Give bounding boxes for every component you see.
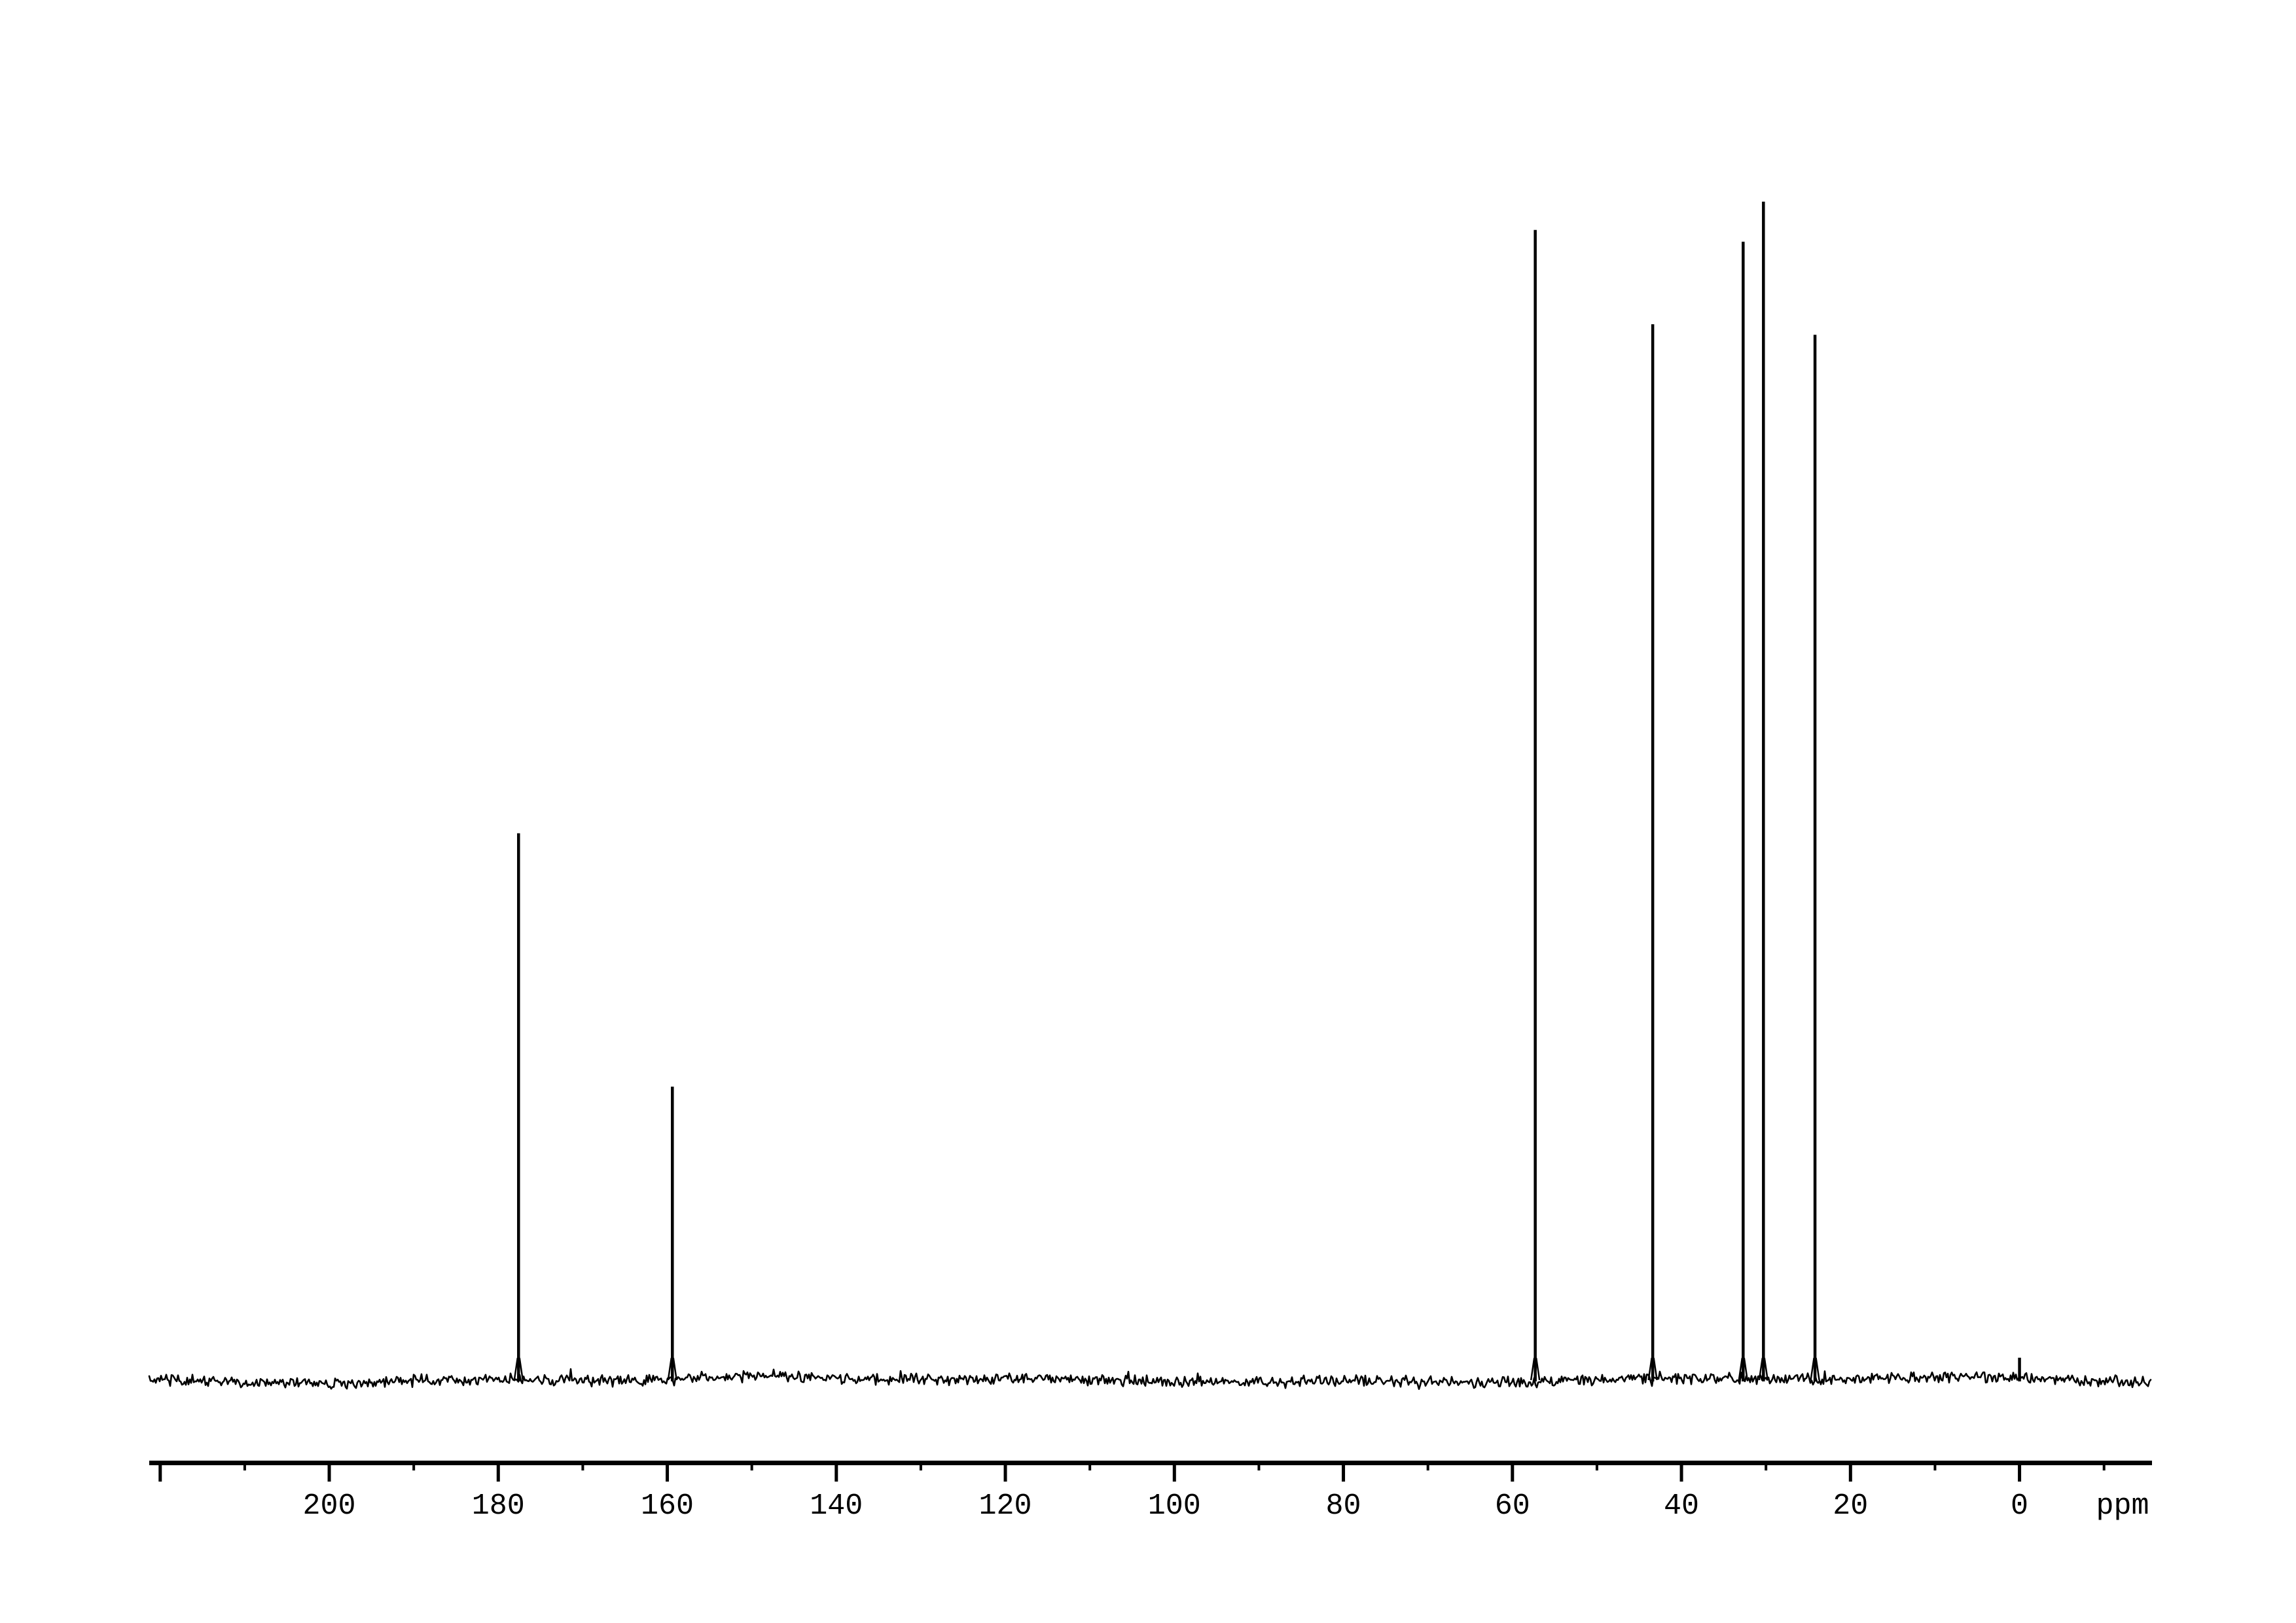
peak-base-flare	[1810, 1357, 1820, 1381]
peak-57.3ppm	[1530, 230, 1541, 1381]
x-axis-tick-label: 80	[1326, 1489, 1361, 1523]
peak-32.7ppm	[1738, 242, 1749, 1381]
x-axis-unit-label: ppm	[2096, 1489, 2149, 1523]
x-axis-tick-label: 200	[303, 1489, 356, 1523]
x-axis-tick-label: 60	[1495, 1489, 1530, 1523]
peak-159.4ppm	[667, 1086, 678, 1381]
peak-base-flare	[1647, 1357, 1658, 1381]
x-axis-tick-label: 40	[1664, 1489, 1699, 1523]
x-axis-tick-label: 160	[641, 1489, 694, 1523]
x-axis-tick-label: 120	[979, 1489, 1032, 1523]
peak-base-flare	[513, 1357, 524, 1381]
peak-24.2ppm	[1810, 335, 1820, 1381]
peak-base-flare	[667, 1357, 678, 1381]
x-axis-tick-label: 180	[472, 1489, 525, 1523]
x-axis-tick-label: 100	[1148, 1489, 1201, 1523]
peak-43.4ppm	[1647, 324, 1658, 1381]
peak-base-flare	[1758, 1357, 1769, 1381]
peak-30.3ppm	[1758, 202, 1769, 1381]
peak-base-flare	[1738, 1357, 1749, 1381]
baseline-noise-trace	[148, 1368, 2152, 1390]
x-axis-tick-label: 140	[810, 1489, 863, 1523]
peak-base-flare	[1530, 1357, 1541, 1381]
peak-177.6ppm	[513, 833, 524, 1381]
x-axis-tick-label: 0	[2011, 1489, 2028, 1523]
x-axis-tick-label: 20	[1833, 1489, 1868, 1523]
